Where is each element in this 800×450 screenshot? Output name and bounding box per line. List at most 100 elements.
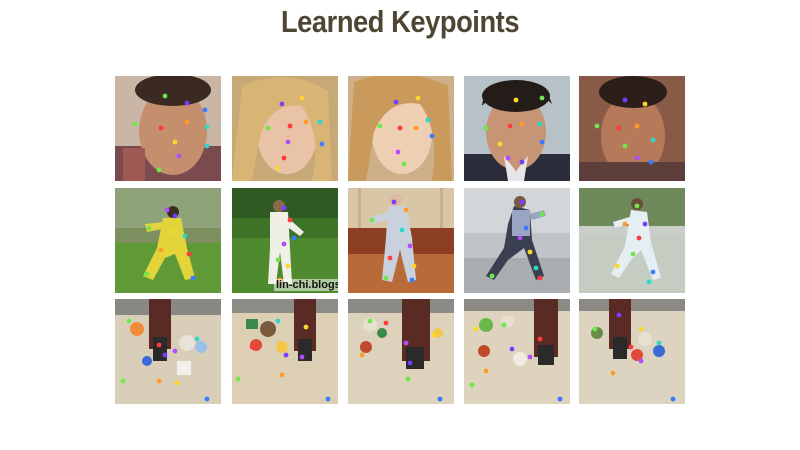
keypoint [648,159,654,165]
keypoint [403,207,409,213]
keypoint [411,263,417,269]
keypoint [429,133,435,139]
keypoint [519,121,525,127]
keypoint [642,221,648,227]
keypoint [537,275,543,281]
keypoint [630,251,636,257]
face-image-1 [115,76,221,181]
taichi-image-3 [348,188,454,293]
keypoint [162,352,168,358]
keypoint [431,332,437,338]
taichi-image-5 [579,188,685,293]
keypoint [132,121,138,127]
keypoint [401,161,407,167]
keypoint [367,318,373,324]
keypoint [539,139,545,145]
page-title: Learned Keypoints [280,4,520,39]
keypoint [275,318,281,324]
face-image-4 [464,76,570,181]
keypoint [317,119,323,125]
keypoint [281,155,287,161]
keypoint [407,360,413,366]
keypoint [407,243,413,249]
keypoint [634,123,640,129]
keypoint [437,396,443,402]
keypoint [403,340,409,346]
keypoint [622,97,628,103]
keypoint [391,199,397,205]
keypoint [202,107,208,113]
keypoint [395,149,401,155]
keypoint [168,229,174,235]
keypoint [397,125,403,131]
taichi-image-4 [464,188,570,293]
keypoint [501,322,507,328]
keypoint [473,326,479,332]
keypoint [519,199,525,205]
keypoint [513,97,519,103]
keypoint [377,123,383,129]
keypoint [409,277,415,283]
keypoint [509,346,515,352]
keypoint [519,159,525,165]
keypoint [646,279,652,285]
keypoint [405,376,411,382]
keypoint [287,123,293,129]
keypoint [537,336,543,342]
keypoint [299,95,305,101]
keypoint [670,396,676,402]
keypoint [184,119,190,125]
keypoint [190,275,196,281]
keypoint [628,344,634,350]
keypoint [279,101,285,107]
keypoint [182,233,188,239]
keypoint [158,125,164,131]
keypoint [174,380,180,386]
keypoint [610,370,616,376]
keypoint [383,275,389,281]
keypoint [176,153,182,159]
keypoint [265,125,271,131]
keypoint [156,378,162,384]
keypoint [299,354,305,360]
keypoint [634,203,640,209]
keypoint [156,167,162,173]
face-image-3 [348,76,454,181]
robot-bin-image-2 [232,299,338,404]
keypoint [144,271,150,277]
keypoint [172,348,178,354]
keypoint [634,155,640,161]
keypoint [172,213,178,219]
keypoint [281,241,287,247]
keypoint [425,117,431,123]
robot-bin-image-3 [348,299,454,404]
keypoint [287,217,293,223]
keypoint [483,368,489,374]
taichi-image-1 [115,188,221,293]
keypoint [285,263,291,269]
keypoint [614,263,620,269]
robot-bin-image-1 [115,299,221,404]
keypoint [469,382,475,388]
keypoint [527,354,533,360]
keypoint [393,99,399,105]
keypoint [204,396,210,402]
keypoint [303,324,309,330]
keypoint [158,247,164,253]
keypoint [497,141,503,147]
keypoint [489,273,495,279]
keypoint [146,225,152,231]
keypoint [507,123,513,129]
keypoint [319,141,325,147]
keypoint [359,352,365,358]
keypoint [638,358,644,364]
keypoint [656,340,662,346]
keypoint [539,95,545,101]
keypoint [281,205,287,211]
keypoint [249,344,255,350]
keypoint [285,139,291,145]
keypoint [275,257,281,263]
keypoint [369,217,375,223]
keypoint [184,100,190,106]
